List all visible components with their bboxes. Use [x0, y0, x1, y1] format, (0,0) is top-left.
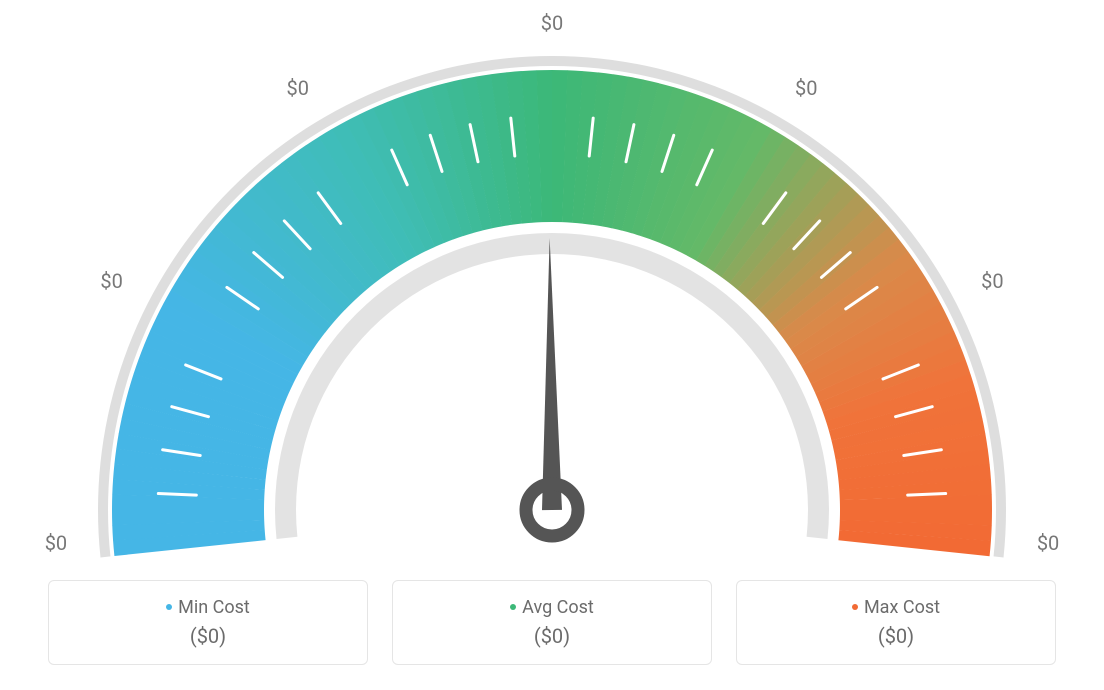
- gauge-tick-label: $0: [45, 531, 67, 555]
- gauge-tick-label: $0: [287, 76, 309, 100]
- legend-title-avg: Avg Cost: [510, 597, 594, 618]
- legend-dot-min-icon: [166, 604, 172, 610]
- legend-card-max: Max Cost ($0): [736, 580, 1056, 665]
- gauge-needle: [542, 238, 562, 510]
- legend-value-min: ($0): [67, 624, 349, 648]
- gauge-svg: $0 $0 $0 $0 $0 $0 $0: [22, 10, 1082, 570]
- legend-title-min: Min Cost: [166, 597, 250, 618]
- legend-card-min: Min Cost ($0): [48, 580, 368, 665]
- legend-label-max: Max Cost: [864, 597, 940, 618]
- gauge-tick-label: $0: [795, 76, 817, 100]
- legend-value-max: ($0): [755, 624, 1037, 648]
- chart-container: $0 $0 $0 $0 $0 $0 $0 Min Cost ($0) Avg Cost ($…: [0, 0, 1104, 690]
- gauge-wrap: $0 $0 $0 $0 $0 $0 $0: [22, 10, 1082, 570]
- legend-value-avg: ($0): [411, 624, 693, 648]
- legend-dot-avg-icon: [510, 604, 516, 610]
- gauge-tick-label: $0: [100, 269, 122, 293]
- legend-dot-max-icon: [852, 604, 858, 610]
- legend-row: Min Cost ($0) Avg Cost ($0) Max Cost ($0…: [0, 580, 1104, 665]
- legend-card-avg: Avg Cost ($0): [392, 580, 712, 665]
- legend-label-avg: Avg Cost: [522, 597, 594, 618]
- legend-label-min: Min Cost: [178, 597, 250, 618]
- gauge-tick-label: $0: [541, 11, 563, 35]
- gauge-tick-label: $0: [981, 269, 1003, 293]
- gauge-tick-label: $0: [1037, 531, 1059, 555]
- legend-title-max: Max Cost: [852, 597, 940, 618]
